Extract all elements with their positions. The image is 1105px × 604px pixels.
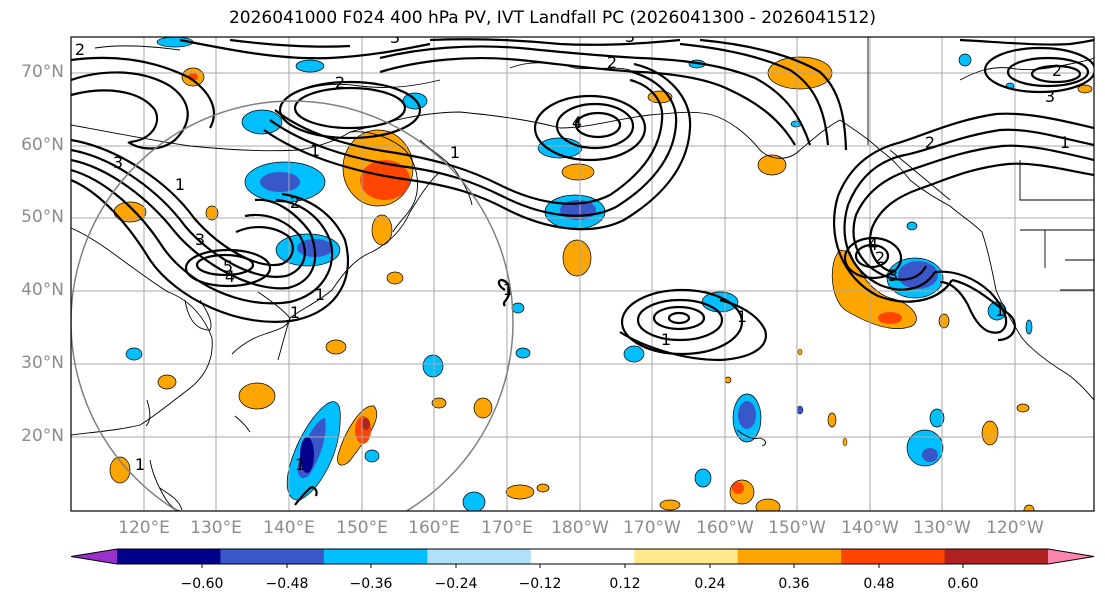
contour-label: 1	[290, 303, 300, 322]
contour-label: 1	[995, 301, 1005, 320]
contour-label: 5	[223, 257, 233, 276]
colorbar-tick-label: 0.24	[694, 576, 726, 592]
contour-label: 3	[888, 266, 898, 285]
lon-label: 140°W	[841, 518, 899, 538]
contour-label: 1	[1060, 133, 1070, 152]
contour-label: 1	[737, 307, 747, 326]
contour-label: 2	[875, 248, 885, 267]
lon-label: 140°E	[263, 518, 315, 538]
contour-label: 3	[625, 27, 635, 46]
colorbar-tick-label: 0.60	[947, 576, 979, 592]
colorbar-tick-label: 0.48	[863, 576, 895, 592]
contour-label: 2	[335, 73, 345, 92]
lon-label: 170°E	[481, 518, 533, 538]
lon-label: 130°W	[913, 518, 971, 538]
contour-label: 3	[1045, 87, 1055, 106]
colorbar-segment	[944, 549, 1049, 564]
pv-contours	[71, 38, 1094, 506]
colorbar-segment	[220, 549, 325, 564]
contour-label: 4	[868, 235, 878, 254]
colorbar-tick-label: −0.24	[434, 576, 478, 592]
contour-label: 2	[925, 133, 935, 152]
colorbar-segment	[427, 549, 532, 564]
lon-label: 180°W	[551, 518, 609, 538]
colorbar-segment	[841, 549, 946, 564]
lon-label: 150°E	[336, 518, 388, 538]
colorbar-segment	[117, 549, 221, 564]
contour-label: 1	[175, 175, 185, 194]
map-gridlines	[71, 37, 1094, 511]
map-title: 2026041000 F024 400 hPa PV, IVT Landfall…	[228, 8, 876, 28]
contour-label: 3	[113, 153, 123, 172]
pv-anomaly-fills	[109, 37, 1093, 511]
colorbar-tick-label: −0.36	[349, 576, 393, 592]
lon-label: 120°W	[986, 518, 1044, 538]
colorbar	[70, 548, 1095, 568]
map-frame	[70, 36, 1095, 512]
contour-label: 2	[1052, 61, 1062, 80]
colorbar-outline	[70, 548, 1095, 565]
contour-label: 1	[135, 455, 145, 474]
contour-label: 2	[607, 53, 617, 72]
colorbar-extend-max	[1048, 549, 1094, 564]
lat-label: 20°N	[21, 426, 64, 446]
colorbar-extend-min	[71, 549, 117, 564]
contour-label: 1	[450, 143, 460, 162]
colorbar-segment	[737, 549, 842, 564]
lat-label: 40°N	[21, 280, 64, 300]
colorbar-tick-label: −0.12	[518, 576, 562, 592]
colorbar-segment	[530, 549, 635, 564]
lon-label: 130°E	[190, 518, 242, 538]
contour-label: 2	[290, 193, 300, 212]
colorbar-segment	[323, 549, 428, 564]
colorbar-segment	[634, 549, 739, 564]
contour-label: 3	[195, 230, 205, 249]
lat-label: 60°N	[21, 135, 64, 155]
lat-label: 30°N	[21, 353, 64, 373]
contour-label: 1	[295, 455, 305, 474]
colorbar-tick-label: 0.36	[778, 576, 810, 592]
contour-label: 1	[310, 141, 320, 160]
lon-label: 160°E	[408, 518, 460, 538]
lat-label: 50°N	[21, 207, 64, 227]
contour-label: 1	[315, 285, 325, 304]
colorbar-tick-label: 0.12	[609, 576, 641, 592]
lat-label: 70°N	[21, 62, 64, 82]
colorbar-tick-label: −0.48	[265, 576, 309, 592]
lon-label: 170°W	[623, 518, 681, 538]
lon-label: 160°W	[696, 518, 754, 538]
lon-label: 120°E	[118, 518, 170, 538]
lon-label: 150°W	[768, 518, 826, 538]
colorbar-tick-label: −0.60	[180, 576, 224, 592]
contour-label: 1	[503, 280, 513, 299]
contour-label: 4	[572, 113, 582, 132]
landfall-radius-circle	[71, 100, 514, 511]
contour-label: 1	[661, 330, 671, 349]
contour-label: 4	[225, 267, 235, 286]
contour-label: 2	[75, 40, 85, 59]
contour-label: 3	[390, 28, 400, 47]
